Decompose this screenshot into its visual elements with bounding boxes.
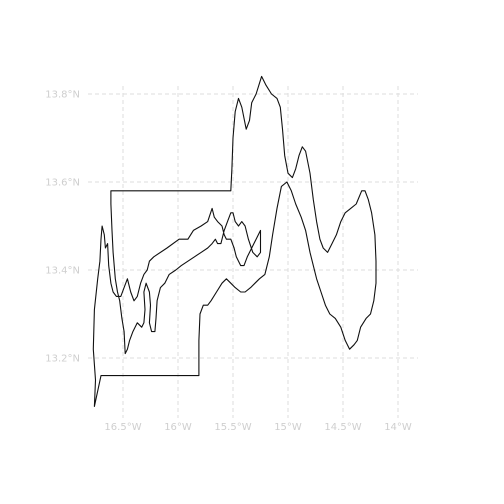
lat-tick-label-1: 13.4°N bbox=[45, 266, 80, 277]
graticule bbox=[88, 86, 418, 418]
lon-tick-label-2: 15.5°W bbox=[214, 422, 251, 433]
lon-tick-label-3: 15°W bbox=[274, 422, 302, 433]
graticule-labels: 16.5°W 16°W 15.5°W 15°W 14.5°W 14°W 13.2°N 13.4… bbox=[45, 90, 412, 434]
lon-tick-label-4: 14.5°W bbox=[324, 422, 361, 433]
lat-tick-label-3: 13.8°N bbox=[45, 90, 80, 101]
lat-tick-label-2: 13.6°N bbox=[45, 178, 80, 189]
lon-tick-label-5: 14°W bbox=[384, 422, 412, 433]
country-boundary-layer bbox=[92, 75, 377, 407]
lon-tick-label-1: 16°W bbox=[164, 422, 192, 433]
lon-tick-label-0: 16.5°W bbox=[104, 422, 141, 433]
lat-tick-label-0: 13.2°N bbox=[45, 354, 80, 365]
country-boundary-outline bbox=[92, 75, 377, 407]
